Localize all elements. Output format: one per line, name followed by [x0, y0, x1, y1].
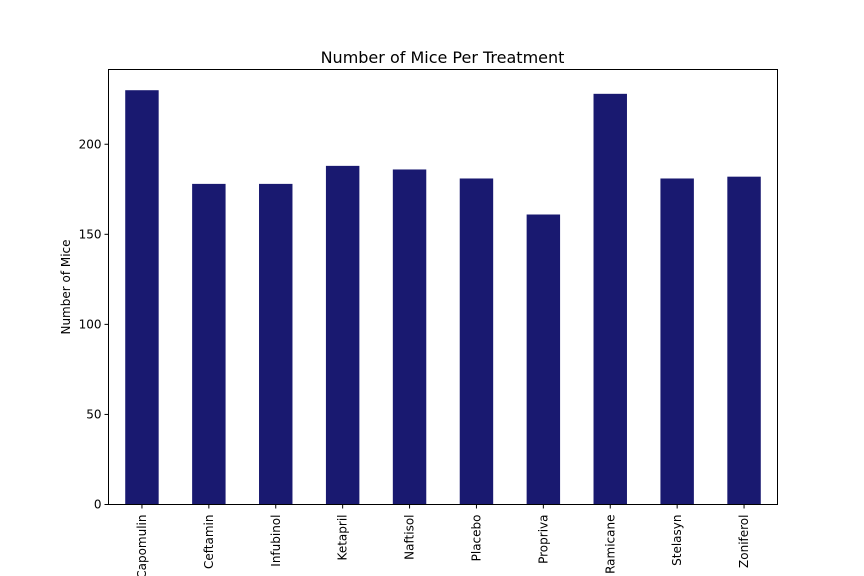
x-tick-label: Ramicane: [603, 515, 617, 574]
x-tick-label: Ceftamin: [202, 515, 216, 569]
x-tick-label: Infubinol: [269, 515, 283, 567]
x-tick-label: Ketapril: [336, 515, 350, 561]
y-tick-label: 200: [79, 137, 102, 151]
bar-zoniferol: [727, 176, 761, 505]
x-axis: Capomulin Ceftamin Infubinol Ketapril Naftis…: [135, 504, 751, 576]
plot-area-frame: [108, 69, 778, 505]
y-tick-label: 100: [79, 317, 102, 331]
x-tick-label: Stelasyn: [670, 515, 684, 566]
chart-title: Number of Mice Per Treatment: [321, 48, 565, 67]
bar-infubinol: [259, 183, 293, 505]
bar-naftisol: [392, 169, 427, 505]
bar-capomulin: [125, 90, 159, 505]
x-tick-label: Placebo: [469, 515, 483, 562]
bar-ceftamin: [192, 183, 226, 505]
bar-stelasyn: [660, 178, 694, 505]
x-tick-label: Propriva: [536, 515, 550, 564]
bars-layer: [125, 90, 761, 505]
bar-placebo: [459, 178, 494, 505]
y-axis-label: Number of Mice: [59, 239, 73, 334]
x-tick-label: Naftisol: [403, 515, 417, 560]
y-tick-label: 0: [94, 498, 102, 512]
bar-ketapril: [325, 165, 360, 505]
y-tick-label: 150: [79, 227, 102, 241]
x-tick-label: Zoniferol: [737, 515, 751, 568]
bar-propriva: [526, 214, 561, 505]
x-tick-label: Capomulin: [135, 515, 149, 576]
y-axis: 0 50 100 150 200: [79, 137, 109, 512]
bar-ramicane: [593, 93, 627, 505]
y-tick-label: 50: [86, 407, 101, 421]
